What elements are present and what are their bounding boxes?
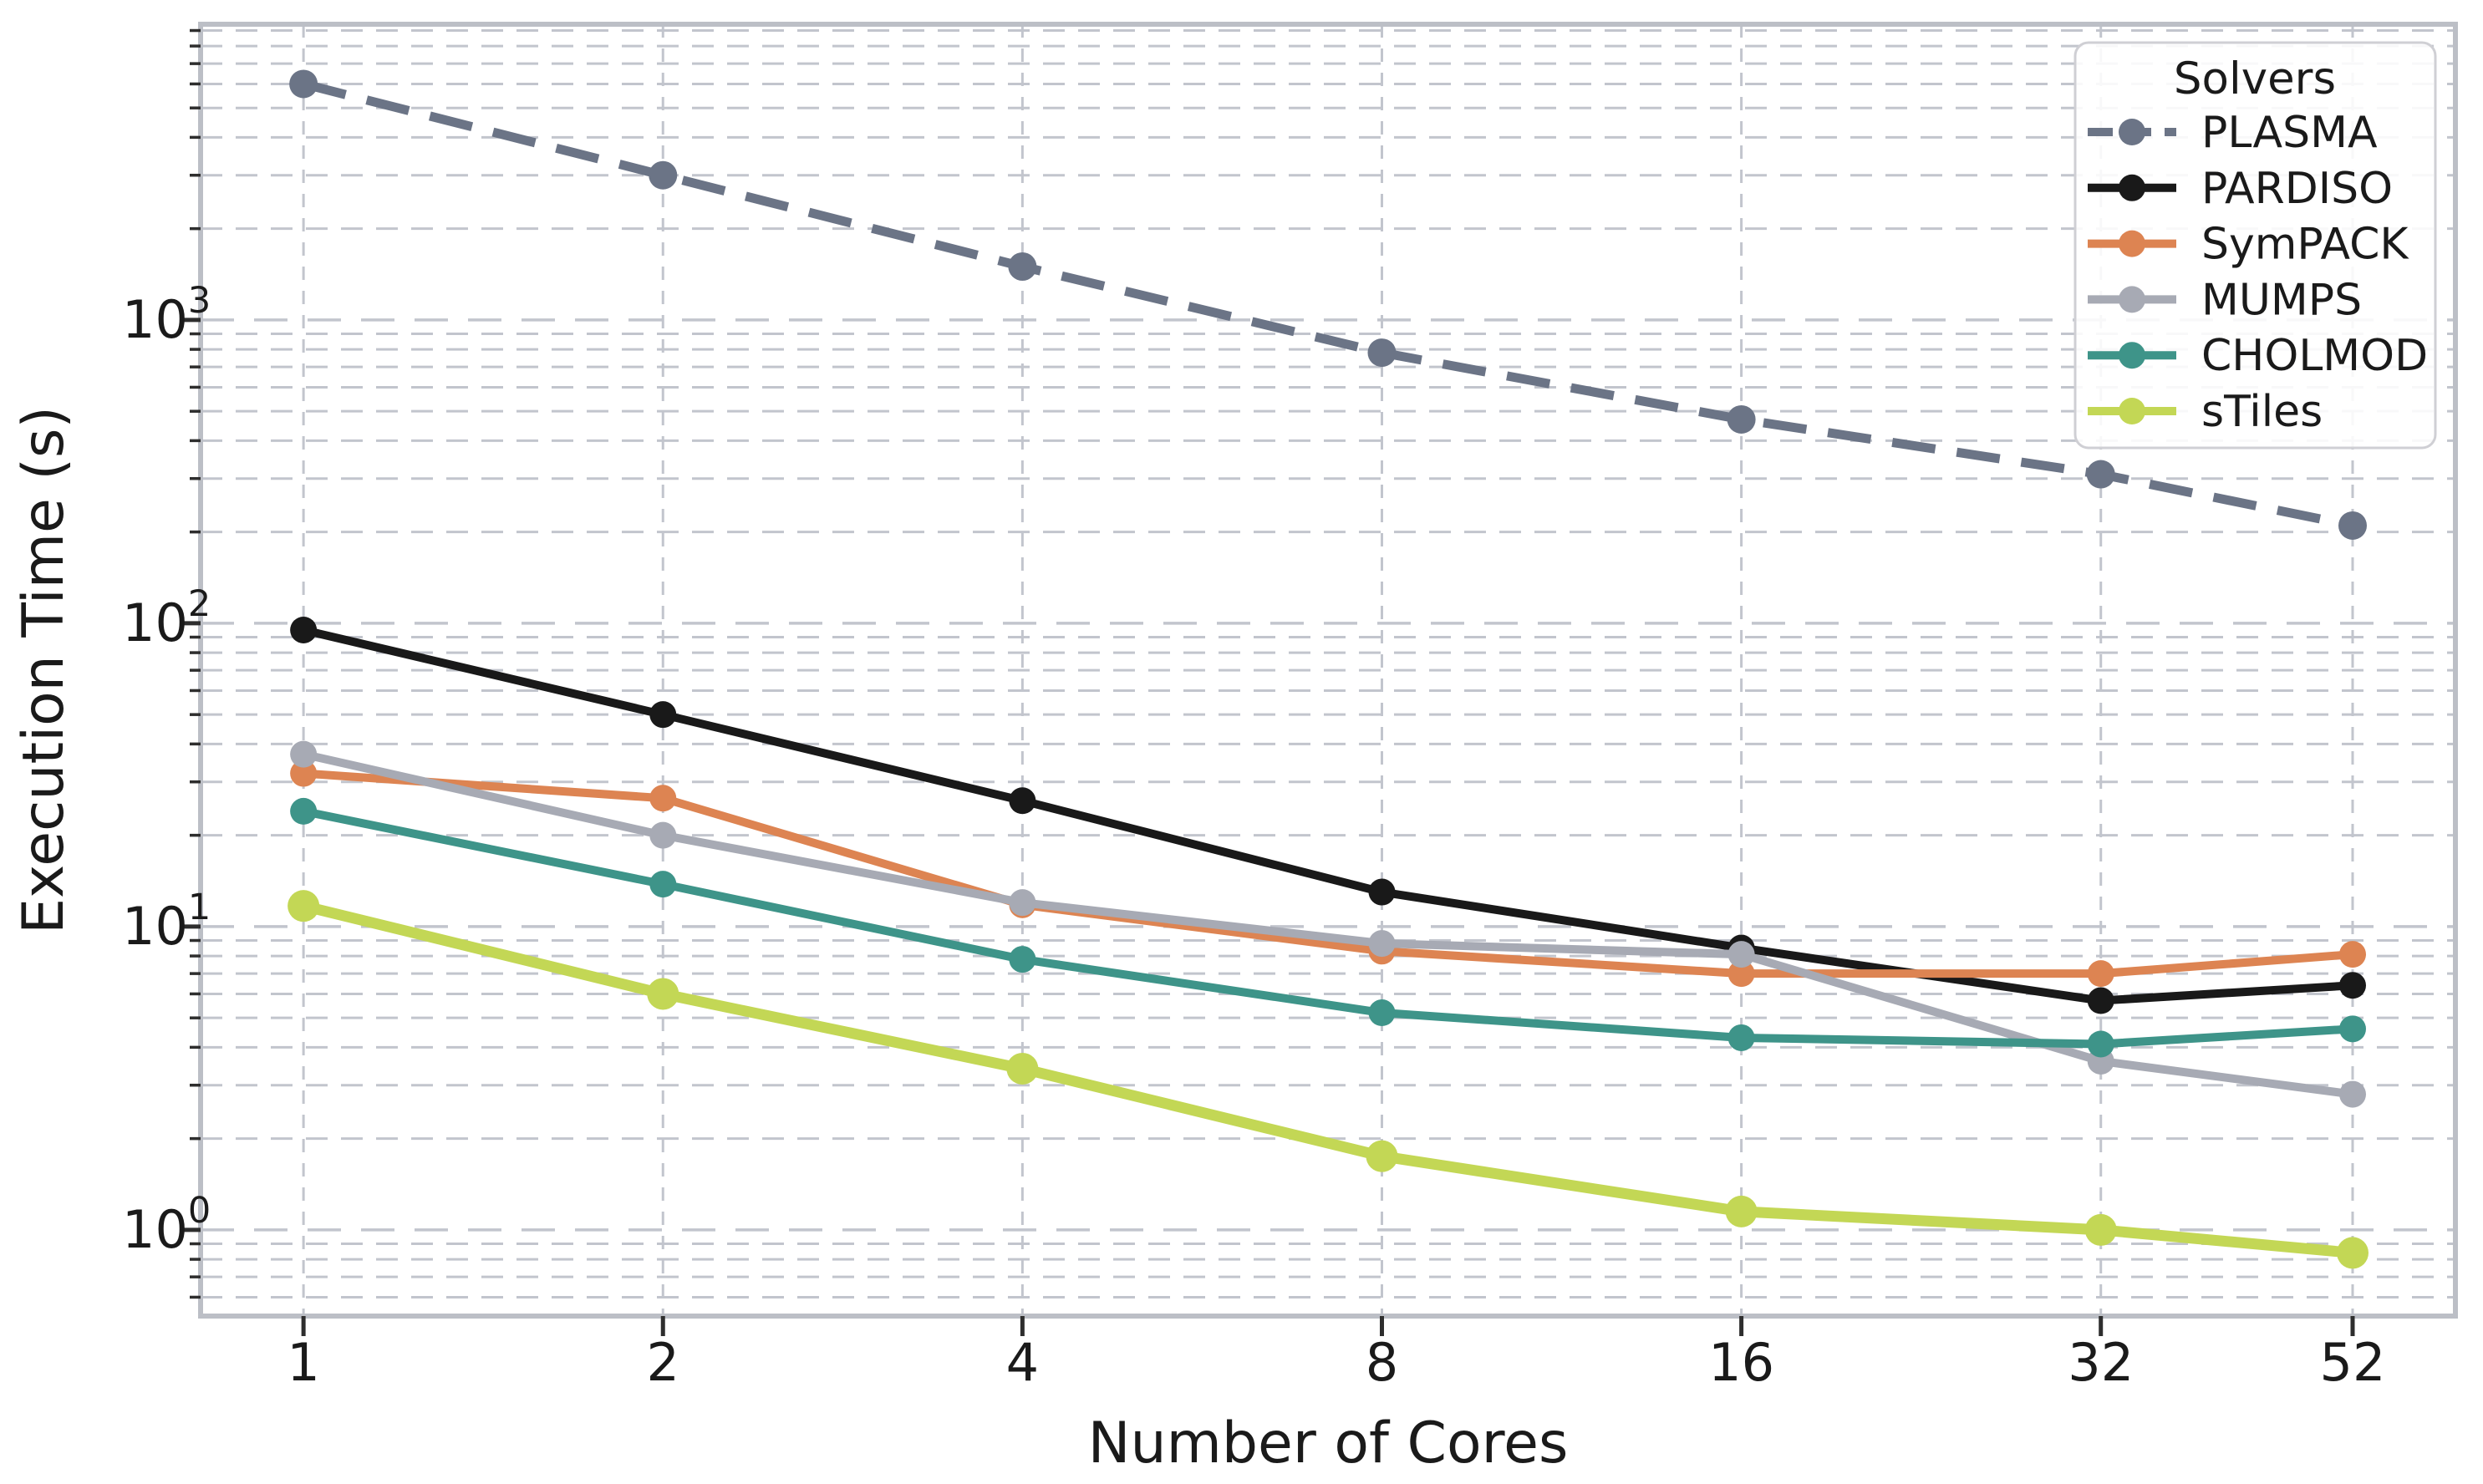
data-point-CHOLMOD-52 [2338, 1015, 2366, 1043]
data-point-CHOLMOD-4 [1009, 946, 1036, 973]
legend-swatch-marker [2119, 342, 2145, 369]
data-point-MUMPS-52 [2338, 1080, 2366, 1108]
data-point-PARDISO-1 [290, 616, 318, 643]
legend-title: Solvers [2174, 53, 2336, 104]
y-tick-label: 101 [122, 887, 211, 957]
legend-item-label: MUMPS [2201, 275, 2362, 325]
x-axis-label: Number of Cores [1088, 1410, 1569, 1476]
legend-item-label: SymPACK [2201, 220, 2409, 270]
x-tick-label: 16 [1708, 1332, 1774, 1393]
data-point-SymPACK-52 [2338, 941, 2366, 968]
x-tick-label: 52 [2320, 1332, 2386, 1393]
data-point-MUMPS-2 [649, 821, 677, 849]
data-point-SymPACK-16 [1727, 960, 1755, 988]
data-point-CHOLMOD-1 [290, 797, 318, 825]
data-point-SymPACK-2 [649, 785, 677, 812]
legend-item-CHOLMOD: CHOLMOD [2088, 331, 2428, 381]
data-point-sTiles-8 [1366, 1140, 1398, 1172]
axis-ticks [181, 28, 2355, 1336]
data-point-PLASMA-52 [2338, 511, 2367, 540]
series-markers-CHOLMOD [290, 797, 2366, 1058]
series-line-PLASMA [302, 79, 2354, 531]
grid [201, 24, 2455, 1316]
x-tick-label: 2 [647, 1332, 679, 1393]
data-point-SymPACK-32 [2087, 960, 2114, 988]
legend-item-label: PLASMA [2201, 108, 2378, 158]
y-axis-label: Execution Time (s) [11, 406, 77, 934]
data-point-PARDISO-8 [1368, 878, 1396, 906]
legend-item-PLASMA: PLASMA [2088, 108, 2378, 158]
data-point-PARDISO-32 [2087, 987, 2114, 1014]
data-point-CHOLMOD-32 [2087, 1030, 2114, 1058]
legend-item-sTiles: sTiles [2088, 387, 2323, 437]
y-tick-label: 103 [122, 280, 211, 350]
data-point-PLASMA-2 [649, 160, 678, 190]
legend-box [2073, 41, 2437, 450]
x-tick-label: 4 [1006, 1332, 1039, 1393]
legend-swatch-marker [2119, 174, 2145, 201]
legend-item-label: CHOLMOD [2201, 331, 2428, 381]
series-markers-PARDISO [290, 616, 2366, 1014]
series-line-sTiles [302, 900, 2353, 1258]
data-point-PARDISO-2 [649, 701, 677, 729]
data-point-sTiles-1 [287, 890, 320, 922]
data-point-MUMPS-1 [290, 740, 318, 768]
x-tick-label: 8 [1366, 1332, 1398, 1393]
legend-item-PARDISO: PARDISO [2088, 164, 2393, 214]
data-point-PARDISO-52 [2338, 972, 2366, 999]
data-point-PLASMA-4 [1008, 252, 1037, 281]
y-tick-label: 102 [122, 583, 211, 653]
data-point-PLASMA-8 [1367, 338, 1397, 368]
legend-swatch-marker [2119, 398, 2145, 424]
data-point-PARDISO-4 [1009, 787, 1036, 815]
x-tick-label: 32 [2068, 1332, 2134, 1393]
data-point-CHOLMOD-2 [649, 871, 677, 898]
legend-item-label: PARDISO [2201, 164, 2393, 214]
data-point-PLASMA-1 [289, 69, 318, 99]
legend-item-MUMPS: MUMPS [2088, 275, 2362, 325]
x-tick-label: 1 [287, 1332, 319, 1393]
series-markers-sTiles [287, 890, 2369, 1269]
data-point-MUMPS-8 [1368, 930, 1396, 958]
data-point-sTiles-16 [1725, 1195, 1758, 1227]
data-point-MUMPS-16 [1727, 941, 1755, 968]
data-point-sTiles-52 [2336, 1237, 2369, 1269]
series-markers-PLASMA [289, 69, 2367, 540]
data-point-sTiles-4 [1006, 1052, 1039, 1085]
data-point-SymPACK-1 [290, 760, 318, 787]
legend-item-label: sTiles [2201, 387, 2323, 437]
legend-swatch-marker [2119, 286, 2145, 313]
data-point-MUMPS-4 [1009, 889, 1036, 917]
data-point-PLASMA-16 [1727, 404, 1756, 434]
legend-item-SymPACK: SymPACK [2088, 220, 2409, 270]
legend-swatch-marker [2119, 119, 2145, 145]
y-tick-label: 100 [122, 1190, 211, 1260]
data-point-CHOLMOD-16 [1727, 1024, 1755, 1051]
data-point-sTiles-32 [2084, 1213, 2117, 1246]
legend-swatch-marker [2119, 230, 2145, 257]
data-point-sTiles-2 [647, 978, 679, 1010]
data-point-PLASMA-32 [2086, 460, 2115, 489]
data-point-CHOLMOD-8 [1368, 999, 1396, 1027]
